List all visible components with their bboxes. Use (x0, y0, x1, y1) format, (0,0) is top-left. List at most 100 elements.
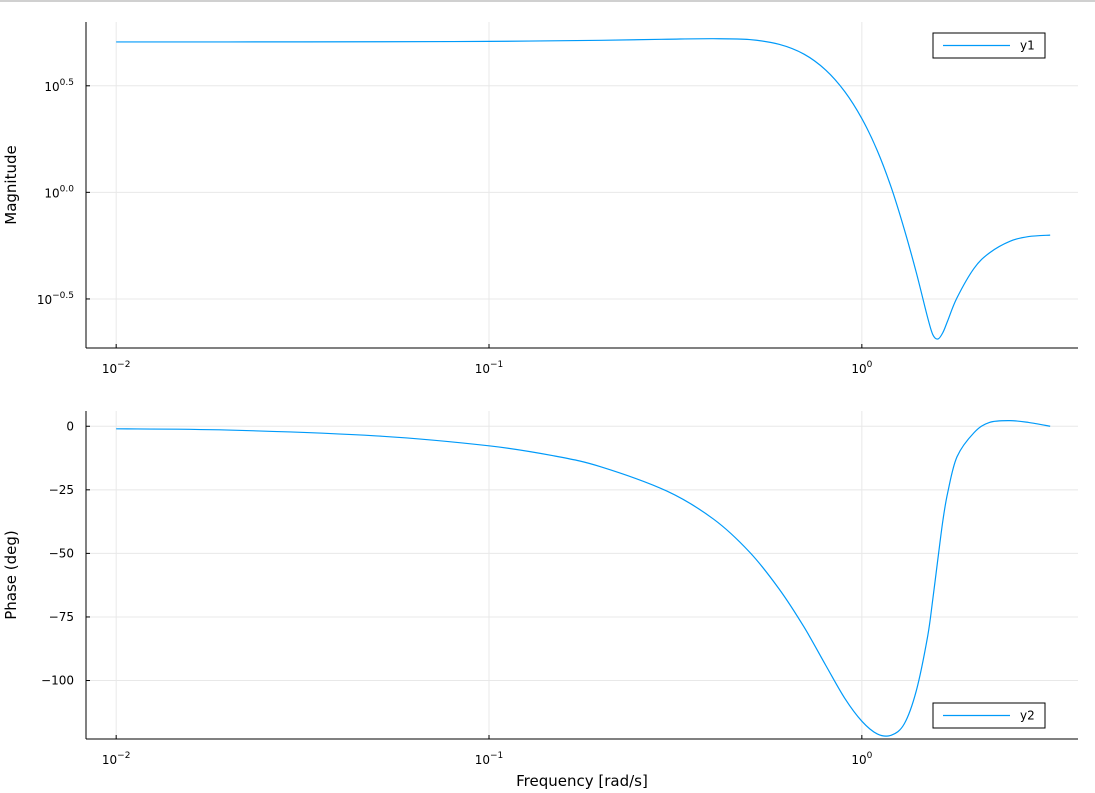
data-point (956, 297, 957, 298)
data-point (989, 252, 990, 253)
data-point (916, 690, 917, 691)
data-point (1050, 426, 1051, 427)
data-point (488, 41, 489, 42)
data-point (1010, 241, 1011, 242)
data-point (228, 429, 229, 430)
y-tick-label: −75 (49, 610, 74, 624)
x-tick-label: 10−1 (475, 751, 504, 767)
data-point (488, 445, 489, 446)
data-point (825, 665, 826, 666)
x-tick-label: 100 (851, 360, 872, 376)
data-point (228, 41, 229, 42)
x-tick-label: 100 (851, 751, 872, 767)
data-point (947, 320, 948, 321)
data-point (601, 466, 602, 467)
data-point (713, 38, 714, 39)
series-line-y2 (116, 420, 1051, 737)
x-tick-label-exponent: −1 (490, 360, 503, 370)
data-point (891, 187, 892, 188)
y-tick-label-base: 10 (44, 186, 59, 200)
legend-label: y2 (1020, 709, 1035, 723)
data-point (973, 432, 974, 433)
data-point (904, 229, 905, 230)
x-tick-label: 10−2 (102, 751, 131, 767)
y-tick-label-exponent: −0.5 (52, 291, 74, 301)
data-point (947, 492, 948, 493)
x-tick-label-base: 10 (851, 753, 866, 767)
data-point (927, 316, 928, 317)
y-tick-label: 0 (66, 419, 74, 433)
y-tick-label-base: 10 (44, 80, 59, 94)
y-tick-label: 100.0 (44, 184, 74, 200)
data-point (749, 552, 750, 553)
x-tick-label-base: 10 (102, 753, 117, 767)
y-tick-label-exponent: 0.0 (60, 184, 75, 194)
data-point (376, 41, 377, 42)
x-tick-label: 10−2 (102, 360, 131, 376)
data-point (891, 735, 892, 736)
x-tick-label-base: 10 (102, 362, 117, 376)
y-axis-label: Magnitude (2, 145, 20, 224)
data-point (1028, 236, 1029, 237)
x-tick-label-exponent: −1 (490, 751, 503, 761)
data-point (937, 558, 938, 559)
data-point (932, 599, 933, 600)
window-top-border (0, 0, 1095, 2)
data-point (937, 338, 938, 339)
data-point (601, 40, 602, 41)
y-tick-label: −25 (49, 483, 74, 497)
data-point (1010, 420, 1011, 421)
data-point (1050, 234, 1051, 235)
data-point (1028, 422, 1029, 423)
y-tick-label: −50 (49, 546, 74, 560)
data-point (666, 490, 667, 491)
data-point (861, 721, 862, 722)
data-point (904, 723, 905, 724)
data-point (942, 520, 943, 521)
data-point (932, 334, 933, 335)
x-tick-label-base: 10 (475, 362, 490, 376)
x-tick-label-exponent: 0 (867, 360, 873, 370)
x-tick-label-exponent: −2 (117, 360, 130, 370)
legend-label: y1 (1020, 39, 1035, 53)
data-point (666, 39, 667, 40)
data-point (713, 518, 714, 519)
data-point (749, 39, 750, 40)
data-point (844, 698, 845, 699)
data-point (973, 268, 974, 269)
y-tick-label: −100 (41, 674, 74, 688)
x-tick-label-exponent: −2 (117, 751, 130, 761)
x-tick-label-exponent: 0 (867, 751, 873, 761)
data-point (877, 733, 878, 734)
y-tick-label-exponent: 0.5 (60, 78, 74, 88)
x-tick-label-base: 10 (851, 362, 866, 376)
data-point (803, 627, 804, 628)
data-point (956, 456, 957, 457)
data-point (877, 150, 878, 151)
data-point (116, 428, 117, 429)
data-point (927, 637, 928, 638)
data-point (779, 588, 780, 589)
x-tick-label: 10−1 (475, 360, 504, 376)
x-axis-label: Frequency [rad/s] (516, 772, 648, 790)
data-point (779, 44, 780, 45)
data-point (942, 332, 943, 333)
data-point (844, 91, 845, 92)
data-point (554, 455, 555, 456)
data-point (376, 435, 377, 436)
series-line-y1 (116, 38, 1051, 340)
data-point (803, 54, 804, 55)
data-point (861, 118, 862, 119)
data-point (916, 272, 917, 273)
y-tick-label-base: 10 (37, 293, 52, 307)
x-tick-label-base: 10 (475, 753, 490, 767)
data-point (116, 41, 117, 42)
y-tick-label: 100.5 (44, 78, 74, 94)
data-point (989, 422, 990, 423)
data-point (825, 69, 826, 70)
y-tick-label: 10−0.5 (37, 291, 74, 307)
y-axis-label: Phase (deg) (2, 530, 20, 620)
